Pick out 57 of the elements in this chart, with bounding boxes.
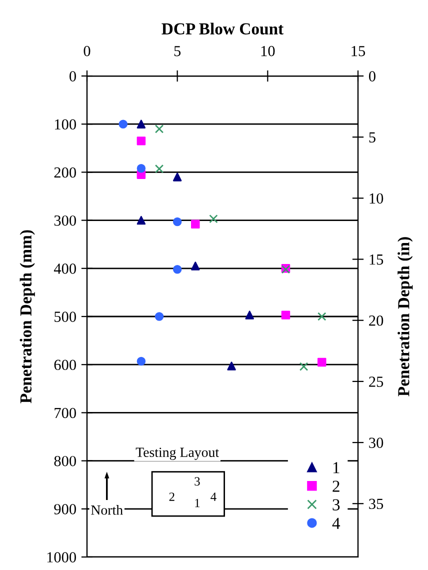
annotation: 1 (195, 498, 200, 508)
y-tick-label: 600 (54, 360, 76, 370)
x-tick-label: 0 (84, 46, 90, 56)
y-tick-label: 400 (54, 264, 76, 274)
point (245, 310, 254, 320)
y2-tick-label: 25 (369, 376, 384, 387)
annotation: 4 (210, 492, 216, 501)
x-tick-label: 5 (174, 46, 181, 56)
point (172, 172, 182, 182)
y-tick-label: 100 (55, 119, 76, 130)
y-tick-label: 300 (54, 215, 76, 226)
annotation: North (91, 505, 123, 515)
point (154, 312, 164, 321)
y2-tick-label: 0 (369, 71, 376, 82)
y-tick-label: 500 (54, 312, 76, 322)
y-tick-label: 800 (54, 456, 76, 466)
point (136, 164, 146, 173)
y2-tick-label: 10 (370, 193, 384, 204)
y2-tick-label: 20 (369, 315, 384, 326)
point (317, 358, 326, 367)
legend-label: 3 (332, 499, 340, 510)
y-axis-title: Penetration Depth (mm) (20, 230, 35, 404)
point (281, 310, 290, 320)
point (136, 356, 146, 366)
y2-tick-label: 5 (369, 132, 376, 143)
annotation: Testing Layout (136, 448, 220, 460)
y2-tick-label: 35 (369, 498, 384, 510)
point (118, 120, 128, 128)
y-tick-label: 700 (54, 408, 76, 418)
y2-tick-label: 30 (369, 438, 384, 448)
y-tick-label: 900 (54, 504, 76, 514)
point (227, 362, 236, 370)
point (209, 214, 218, 224)
y-tick-label: 200 (54, 167, 76, 178)
point (154, 124, 164, 134)
x-tick-label: 10 (261, 46, 275, 56)
point (172, 217, 182, 226)
annotation: 2 (169, 492, 174, 501)
x-tick-label: 15 (352, 46, 366, 56)
point (191, 262, 200, 270)
y-tick-label: 1000 (47, 552, 76, 562)
y2-tick-label: 15 (370, 254, 384, 265)
point (154, 164, 164, 174)
point (299, 362, 308, 371)
annotation: 3 (194, 477, 200, 486)
point (191, 220, 200, 229)
y-tick-label: 0 (70, 71, 76, 82)
point (172, 264, 182, 274)
legend-label: 2 (332, 480, 340, 492)
point (136, 216, 146, 225)
point (136, 136, 146, 146)
y2-axis-title: Penetration Depth (in) (398, 237, 413, 396)
legend-label: 4 (332, 518, 340, 529)
point (136, 120, 146, 128)
chart-title: DCP Blow Count (162, 22, 284, 35)
legend-label: 1 (333, 462, 340, 474)
point (317, 312, 326, 321)
